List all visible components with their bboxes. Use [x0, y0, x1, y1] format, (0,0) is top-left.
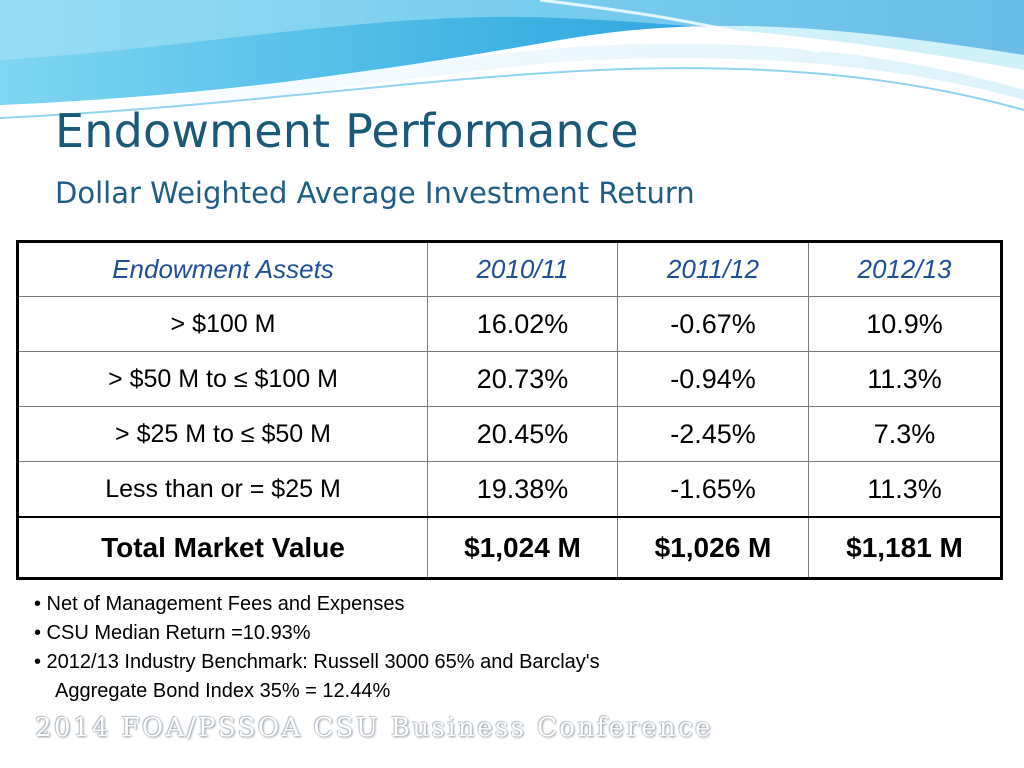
header-endowment-assets: Endowment Assets	[17, 241, 428, 297]
cell-value: -1.65%	[617, 461, 809, 518]
header-wave-decoration	[0, 0, 1024, 125]
header-2010-11: 2010/11	[427, 241, 618, 297]
total-row: Total Market Value $1,024 M $1,026 M $1,…	[17, 516, 1002, 579]
cell-value: 11.3%	[808, 351, 1002, 407]
footnote-continuation: Aggregate Bond Index 35% = 12.44%	[55, 680, 391, 702]
cell-value: -0.67%	[617, 296, 809, 352]
cell-value: 20.73%	[427, 351, 618, 407]
cell-value: -0.94%	[617, 351, 809, 407]
endowment-table: Endowment Assets 2010/11 2011/12 2012/13…	[16, 240, 1003, 580]
row-label: > $100 M	[17, 296, 428, 352]
table-row: > $25 M to ≤ $50 M 20.45% -2.45% 7.3%	[17, 406, 1002, 462]
cell-value: 11.3%	[808, 461, 1002, 518]
row-label: > $50 M to ≤ $100 M	[17, 351, 428, 407]
table-row: > $50 M to ≤ $100 M 20.73% -0.94% 11.3%	[17, 351, 1002, 407]
cell-value: 16.02%	[427, 296, 618, 352]
total-label: Total Market Value	[17, 516, 428, 579]
footnote-item: • Net of Management Fees and Expenses	[34, 593, 405, 615]
slide-subtitle: Dollar Weighted Average Investment Retur…	[55, 176, 695, 210]
cell-value: 19.38%	[427, 461, 618, 518]
header-2011-12: 2011/12	[617, 241, 809, 297]
footnote-item: • CSU Median Return =10.93%	[34, 622, 311, 644]
total-value: $1,181 M	[808, 516, 1002, 579]
cell-value: 7.3%	[808, 406, 1002, 462]
footnote-item: • 2012/13 Industry Benchmark: Russell 30…	[34, 648, 600, 706]
cell-value: 10.9%	[808, 296, 1002, 352]
row-label: > $25 M to ≤ $50 M	[17, 406, 428, 462]
cell-value: -2.45%	[617, 406, 809, 462]
table-row: Less than or = $25 M 19.38% -1.65% 11.3%	[17, 461, 1002, 518]
slide-title: Endowment Performance	[55, 104, 639, 158]
header-2012-13: 2012/13	[808, 241, 1002, 297]
table-header-row: Endowment Assets 2010/11 2011/12 2012/13	[17, 241, 1002, 297]
cell-value: 20.45%	[427, 406, 618, 462]
conference-footer: 2014 FOA/PSSOA CSU Business Conference	[35, 713, 713, 743]
table-row: > $100 M 16.02% -0.67% 10.9%	[17, 296, 1002, 352]
footnote-line: • 2012/13 Industry Benchmark: Russell 30…	[34, 651, 600, 673]
row-label: Less than or = $25 M	[17, 461, 428, 518]
total-value: $1,024 M	[427, 516, 618, 579]
total-value: $1,026 M	[617, 516, 809, 579]
footnotes-list: • Net of Management Fees and Expenses • …	[34, 590, 600, 706]
